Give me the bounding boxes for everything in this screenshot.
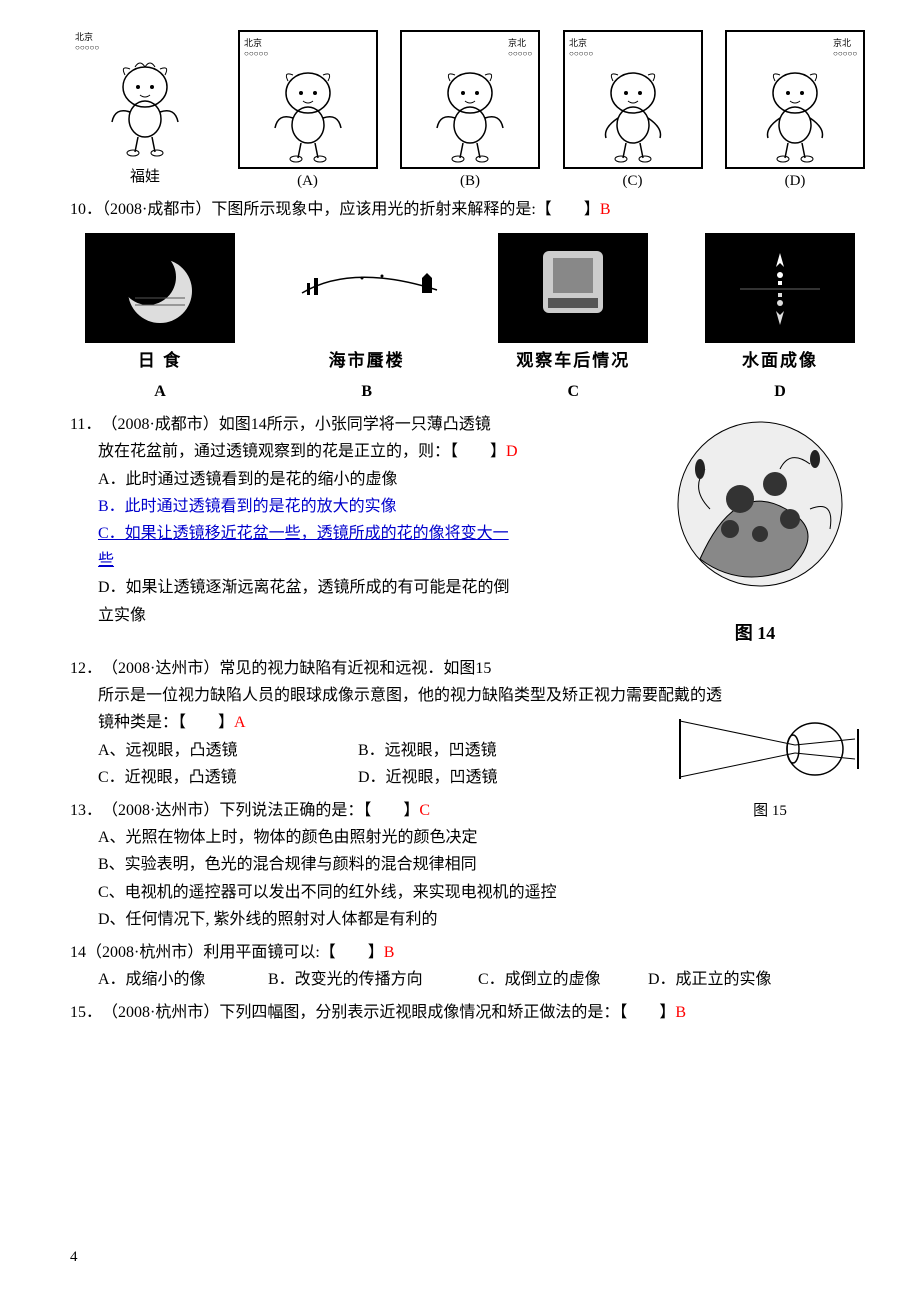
q-source: （2008·达州市） — [110, 660, 219, 677]
q13-opt-d: D、任何情况下, 紫外线的照射对人体都是有利的 — [70, 906, 870, 933]
fuwa-option-c: 北京○○○○○ (C) — [558, 30, 708, 190]
fuwa-mascot-icon — [750, 63, 840, 163]
fuwa-mascot-icon — [425, 63, 515, 163]
phenom-label: 海市蜃楼 — [329, 347, 405, 376]
q-stem: 如图14所示，小张同学将一只薄凸透镜 — [219, 416, 491, 433]
q-stem: 常见的视力缺陷有近视和远视．如图15 — [219, 660, 491, 677]
q-source: （2008·杭州市） — [86, 944, 203, 961]
q-num: 10． — [70, 201, 102, 218]
olympic-logo-icon: 北京○○○○○ — [75, 30, 101, 57]
q-stem: 下列说法正确的是：【 】 — [219, 802, 419, 819]
q-answer: D — [506, 443, 518, 460]
fuwa-label: (B) — [460, 169, 480, 195]
q-answer: B — [384, 944, 395, 961]
q-num: 12． — [70, 660, 94, 677]
fuwa-label: 福娃 — [130, 165, 160, 191]
q-stem: 下图所示现象中，应该用光的折射来解释的是:【 】 — [211, 201, 599, 218]
figure-15: 图 15 — [670, 709, 870, 824]
figure-caption: 图 15 — [670, 799, 870, 825]
fuwa-row: 北京○○○○○ 福娃 北京○○○○○ — [70, 30, 870, 190]
question-14: 14（2008·杭州市）利用平面镜可以:【 】B — [70, 939, 870, 966]
q-num: 11． — [70, 416, 93, 433]
phenom-label: 日 食 — [138, 347, 182, 376]
svg-text:○○○○○: ○○○○○ — [75, 43, 99, 52]
svg-text:北京: 北京 — [244, 37, 262, 48]
fuwa-label: (D) — [785, 169, 806, 195]
phenom-letter: B — [361, 378, 372, 405]
svg-text:○○○○○: ○○○○○ — [244, 49, 268, 58]
svg-text:北京: 北京 — [75, 31, 93, 42]
q13-opt-c: C、电视机的遥控器可以发出不同的红外线，来实现电视机的遥控 — [70, 879, 870, 906]
q-num: 14 — [70, 944, 86, 961]
phenom-d: 水面成像 D — [690, 233, 870, 405]
q-answer: A — [234, 714, 246, 731]
phenom-b: 海市蜃楼 B — [277, 233, 457, 405]
question-10: 10．（2008·成都市）下图所示现象中，应该用光的折射来解释的是:【 】B — [70, 196, 870, 223]
q-num: 15． — [70, 1004, 94, 1021]
fuwa-mascot-icon — [588, 63, 678, 163]
q12-opt-cd: C．近视眼，凸透镜D．近视眼，凹透镜 — [70, 764, 660, 791]
q13-opt-a: A、光照在物体上时，物体的颜色由照射光的颜色决定 — [70, 824, 870, 851]
water-reflection-icon — [705, 233, 855, 343]
q13-opt-b: B、实验表明，色光的混合规律与颜料的混合规律相同 — [70, 851, 870, 878]
q12-stem-b: 所示是一位视力缺陷人员的眼球成像示意图，他的视力缺陷类型及矫正视力需要配戴的透 — [70, 682, 870, 709]
svg-text:京北: 京北 — [508, 37, 526, 48]
page-number: 4 — [70, 1245, 78, 1271]
question-12: 12． （2008·达州市）常见的视力缺陷有近视和远视．如图15 — [70, 655, 870, 682]
fuwa-original: 北京○○○○○ 福娃 — [70, 30, 220, 190]
q-source: （2008·杭州市） — [110, 1004, 219, 1021]
svg-text:○○○○○: ○○○○○ — [508, 49, 532, 58]
q14-opts: A．成缩小的像B．改变光的传播方向C．成倒立的虚像D．成正立的实像 — [70, 966, 870, 993]
q-answer: B — [675, 1004, 686, 1021]
fuwa-option-b: 京北○○○○○ (B) — [395, 30, 545, 190]
phenom-c: 观察车后情况 C — [483, 233, 663, 405]
fuwa-option-a: 北京○○○○○ (A) — [233, 30, 383, 190]
svg-text:○○○○○: ○○○○○ — [569, 49, 593, 58]
phenom-letter: D — [774, 378, 786, 405]
rearview-icon — [498, 233, 648, 343]
eclipse-icon — [85, 233, 235, 343]
q-source: （2008·达州市） — [110, 802, 219, 819]
q-num: 13． — [70, 802, 94, 819]
fuwa-option-d: 京北○○○○○ (D) — [720, 30, 870, 190]
phenom-label: 水面成像 — [742, 347, 818, 376]
q12-opt-ab: A、远视眼，凸透镜B．远视眼，凹透镜 — [70, 737, 660, 764]
q-stem: 下列四幅图，分别表示近视眼成像情况和矫正做法的是：【 】 — [219, 1004, 675, 1021]
q-stem: 利用平面镜可以:【 】 — [203, 944, 383, 961]
phenom-a: 日 食 A — [70, 233, 250, 405]
q-source: （2008·成都市） — [102, 201, 211, 218]
fuwa-mascot-icon — [100, 57, 190, 157]
figure-14: 图 14 — [640, 409, 870, 649]
svg-text:○○○○○: ○○○○○ — [833, 49, 857, 58]
fuwa-mascot-icon — [263, 63, 353, 163]
phenomena-row: 日 食 A 海市蜃楼 B 观察车后情况 C — [70, 233, 870, 405]
fuwa-label: (A) — [297, 169, 318, 195]
svg-text:北京: 北京 — [569, 37, 587, 48]
mirage-icon — [292, 233, 442, 343]
fuwa-label: (C) — [623, 169, 643, 195]
figure-caption: 图 14 — [640, 618, 870, 649]
phenom-letter: C — [568, 378, 580, 405]
svg-text:京北: 京北 — [833, 37, 851, 48]
flower-lens-icon — [640, 409, 870, 609]
q-answer: C — [419, 802, 430, 819]
question-15: 15． （2008·杭州市）下列四幅图，分别表示近视眼成像情况和矫正做法的是：【… — [70, 999, 870, 1026]
phenom-label: 观察车后情况 — [516, 347, 630, 376]
phenom-letter: A — [154, 378, 166, 405]
q-source: （2008·成都市） — [109, 416, 218, 433]
eye-diagram-icon — [675, 709, 865, 789]
q-answer: B — [600, 201, 611, 218]
